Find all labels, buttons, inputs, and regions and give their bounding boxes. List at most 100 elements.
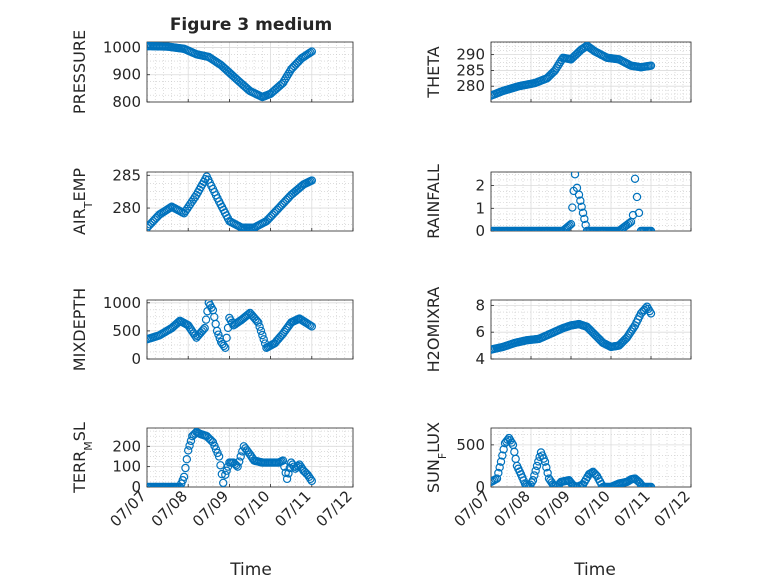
y-axis-label: PRESSURE [70, 30, 89, 114]
series-markers [491, 433, 656, 487]
data-point [230, 459, 240, 469]
y-axis-label-part: THETA [424, 46, 443, 98]
y-tick-label: 285 [456, 61, 485, 79]
axes-box [146, 299, 354, 360]
data-point [214, 452, 224, 461]
data-point [255, 322, 264, 331]
subplot-h2omixra: 4 6 8 H2OMIXRA [424, 287, 692, 373]
data-point [306, 48, 315, 57]
y-tick-label: 6 [475, 323, 485, 341]
x-tick-label: 07/09 [189, 487, 232, 530]
data-point [278, 456, 288, 465]
data-point [201, 315, 211, 324]
data-point [632, 192, 642, 202]
data-point [186, 325, 196, 334]
data-point [492, 474, 502, 483]
y-tick-label: 0 [475, 222, 485, 240]
data-point [306, 321, 315, 330]
data-point [280, 462, 289, 471]
y-tick-label: 4 [475, 350, 485, 368]
data-point [646, 309, 656, 318]
x-tick-label: 07/12 [651, 487, 694, 530]
plot-area [491, 172, 691, 231]
data-point [568, 203, 577, 212]
y-axis-label-part: MIXDEPTH [70, 288, 89, 371]
series-markers [147, 428, 316, 487]
y-axis-label: AIRTEMP [70, 168, 95, 235]
data-point [212, 326, 222, 336]
data-point [578, 208, 588, 218]
data-point [491, 345, 496, 354]
y-tick-label: 285 [112, 166, 141, 184]
y-axis-label-part: SL [70, 422, 89, 441]
y-axis-label-part: F [436, 453, 449, 459]
data-point [495, 463, 504, 472]
axes-box [146, 41, 354, 103]
data-point [552, 64, 561, 73]
y-axis-label-part: AIR [70, 208, 89, 235]
y-axis-label-part: PRESSURE [70, 30, 89, 114]
y-tick-label: 800 [112, 93, 141, 111]
data-point [528, 476, 538, 485]
y-tick-label: 500 [112, 322, 141, 340]
data-point [185, 441, 194, 450]
data-point [499, 445, 508, 454]
data-point [550, 481, 559, 487]
x-tick-label: 07/08 [148, 487, 191, 530]
data-point [531, 466, 540, 475]
data-point [292, 463, 301, 472]
data-point [221, 470, 230, 479]
data-point [565, 221, 574, 230]
y-tick-label: 0 [475, 478, 485, 496]
data-point [571, 482, 580, 487]
data-point [222, 333, 231, 343]
y-axis-label: H2OMIXRA [424, 287, 443, 373]
y-tick-label: 8 [475, 296, 485, 314]
data-point [494, 468, 503, 478]
x-tick-label: 07/11 [611, 487, 654, 530]
data-point [306, 474, 315, 484]
data-point [646, 226, 656, 231]
data-point [553, 62, 562, 71]
plot-area [147, 172, 353, 231]
x-tick-label: 07/10 [571, 487, 614, 530]
y-axis-label-part: TERR [70, 451, 89, 494]
axes-box [490, 427, 692, 488]
data-point [259, 335, 268, 344]
data-point [496, 457, 506, 466]
y-axis-label: SUNFLUX [424, 422, 449, 493]
data-point [284, 469, 293, 478]
axes-box [490, 299, 692, 360]
data-point [254, 318, 263, 327]
x-tick-label: 07/12 [313, 487, 356, 530]
x-tick-label: 07/08 [491, 487, 534, 530]
data-point [522, 480, 531, 487]
x-tick-label: 07/07 [107, 487, 150, 530]
subplot-air-temp: 280 285 AIRTEMP [70, 166, 354, 235]
data-point [233, 462, 242, 471]
subplot-pressure: 800 900 1000 PRESSURE [70, 30, 354, 114]
y-tick-label: 2 [475, 177, 485, 195]
data-point [576, 196, 585, 205]
data-point [199, 325, 208, 334]
y-tick-label: 200 [112, 437, 141, 455]
data-point [307, 47, 316, 56]
x-tick-label: 07/11 [271, 487, 314, 530]
data-point [200, 323, 209, 333]
data-point [222, 466, 231, 475]
y-axis-label-part: SUN [424, 459, 443, 493]
y-tick-label: 280 [456, 77, 485, 95]
data-point [625, 218, 634, 228]
subplot-mixdepth: 0 500 1000 MIXDEPTH [70, 288, 354, 371]
data-point [498, 451, 507, 460]
data-point [182, 454, 192, 464]
data-point [282, 474, 292, 484]
data-point [550, 66, 560, 75]
plot-area [491, 300, 691, 359]
y-axis-label: TERRMSL [70, 422, 95, 494]
y-axis-label: THETA [424, 46, 443, 98]
y-axis-label: MIXDEPTH [70, 288, 89, 371]
y-tick-label: 1 [475, 199, 485, 217]
